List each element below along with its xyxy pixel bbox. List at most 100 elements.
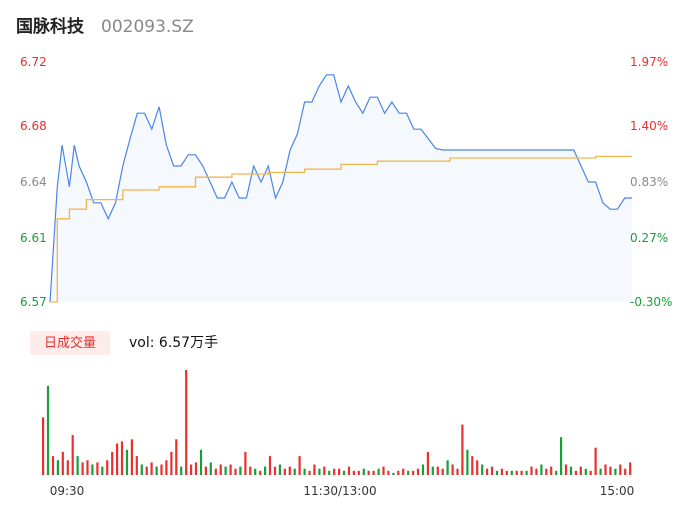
volume-bar xyxy=(609,466,612,475)
volume-bar xyxy=(190,464,193,475)
volume-bar xyxy=(347,466,351,475)
volume-bar xyxy=(288,466,291,475)
volume-bar xyxy=(461,424,464,475)
volume-bar xyxy=(436,466,439,475)
volume-bar xyxy=(471,456,474,475)
volume-bar xyxy=(407,470,410,475)
volume-bar xyxy=(362,468,365,475)
volume-bar xyxy=(239,466,242,475)
volume-bar xyxy=(160,464,163,475)
price-tick-label: 6.57 xyxy=(20,295,47,309)
volume-bar xyxy=(426,451,429,475)
volume-bar xyxy=(564,464,568,475)
volume-bar xyxy=(525,470,528,475)
volume-bar xyxy=(308,470,311,475)
time-tick-label: 11:30/13:00 xyxy=(303,484,376,498)
volume-bar xyxy=(214,468,217,475)
volume-bar xyxy=(96,462,99,475)
volume-bar xyxy=(352,470,355,475)
percent-axis-labels: 1.97% 1.40% 0.83% 0.27% -0.30% xyxy=(630,55,672,309)
volume-bar xyxy=(244,451,247,475)
volume-bar xyxy=(367,470,370,475)
volume-bar xyxy=(135,456,138,475)
volume-bar xyxy=(555,470,558,475)
volume-bar xyxy=(259,470,262,475)
volume-bar xyxy=(81,462,84,475)
volume-bar xyxy=(101,466,104,475)
volume-bar xyxy=(66,460,69,475)
volume-bar xyxy=(476,460,479,475)
volume-bar xyxy=(619,464,622,475)
volume-bar xyxy=(392,472,395,475)
volume-bar xyxy=(273,466,277,475)
volume-bar xyxy=(125,449,129,475)
volume-bar xyxy=(441,468,444,475)
stock-code: 002093.SZ xyxy=(101,17,194,37)
volume-bar xyxy=(293,468,296,475)
volume-tag: 日成交量 xyxy=(44,335,96,351)
volume-bar xyxy=(481,464,484,475)
volume-bar xyxy=(224,466,227,475)
volume-bar xyxy=(421,464,425,475)
volume-bar xyxy=(170,451,173,475)
volume-bar xyxy=(629,462,632,475)
volume-bar xyxy=(338,468,341,475)
stock-name: 国脉科技 xyxy=(16,16,85,37)
volume-bar xyxy=(550,466,553,475)
volume-bar xyxy=(486,468,489,475)
volume-bar xyxy=(249,466,252,475)
volume-bar xyxy=(323,466,326,475)
volume-bar xyxy=(431,466,434,475)
volume-bar xyxy=(589,470,592,475)
volume-bar xyxy=(106,460,109,475)
volume-bar xyxy=(42,417,45,476)
time-axis-labels: 09:30 11:30/13:00 15:00 xyxy=(50,484,635,498)
volume-bar xyxy=(194,462,198,475)
volume-bar xyxy=(61,451,64,475)
volume-bar xyxy=(278,464,281,475)
price-plot-area xyxy=(49,74,632,303)
volume-bar xyxy=(372,470,375,475)
volume-bar xyxy=(145,466,148,475)
volume-bar xyxy=(500,468,503,475)
price-tick-label: 6.64 xyxy=(20,175,47,189)
volume-bar xyxy=(165,460,168,475)
volume-bar xyxy=(229,464,232,475)
percent-tick-label: 1.40% xyxy=(630,119,668,133)
percent-tick-label: -0.30% xyxy=(630,295,672,309)
volume-bar xyxy=(313,464,316,475)
price-axis-labels: 6.72 6.68 6.64 6.61 6.57 xyxy=(20,55,47,309)
volume-bar xyxy=(328,470,331,475)
volume-bar xyxy=(584,468,587,475)
volume-bar xyxy=(46,385,50,476)
price-tick-label: 6.68 xyxy=(20,119,47,133)
volume-bar xyxy=(91,464,94,475)
volume-bar xyxy=(342,470,346,475)
volume-bar xyxy=(416,468,420,475)
volume-bar xyxy=(456,468,459,475)
volume-bar xyxy=(490,466,494,475)
volume-bar xyxy=(515,470,518,475)
percent-tick-label: 1.97% xyxy=(630,55,668,69)
volume-bar xyxy=(377,468,380,475)
volume-bar xyxy=(614,468,617,475)
volume-bar xyxy=(505,470,508,475)
percent-tick-label: 0.83% xyxy=(630,175,668,189)
volume-bar xyxy=(446,460,449,475)
volume-bar xyxy=(510,470,513,475)
volume-value: vol: 6.57万手 xyxy=(129,335,218,351)
volume-bar xyxy=(150,462,153,475)
volume-bar xyxy=(116,443,119,475)
volume-bar xyxy=(604,464,607,475)
volume-bar xyxy=(140,464,143,475)
volume-bar xyxy=(155,466,158,475)
volume-bar xyxy=(451,464,454,475)
volume-bar xyxy=(254,468,257,475)
volume-bar xyxy=(412,470,415,475)
volume-bar xyxy=(234,468,237,475)
volume-bar xyxy=(560,437,563,475)
percent-tick-label: 0.27% xyxy=(630,231,668,245)
volume-bar xyxy=(357,470,360,475)
price-tick-label: 6.72 xyxy=(20,55,47,69)
